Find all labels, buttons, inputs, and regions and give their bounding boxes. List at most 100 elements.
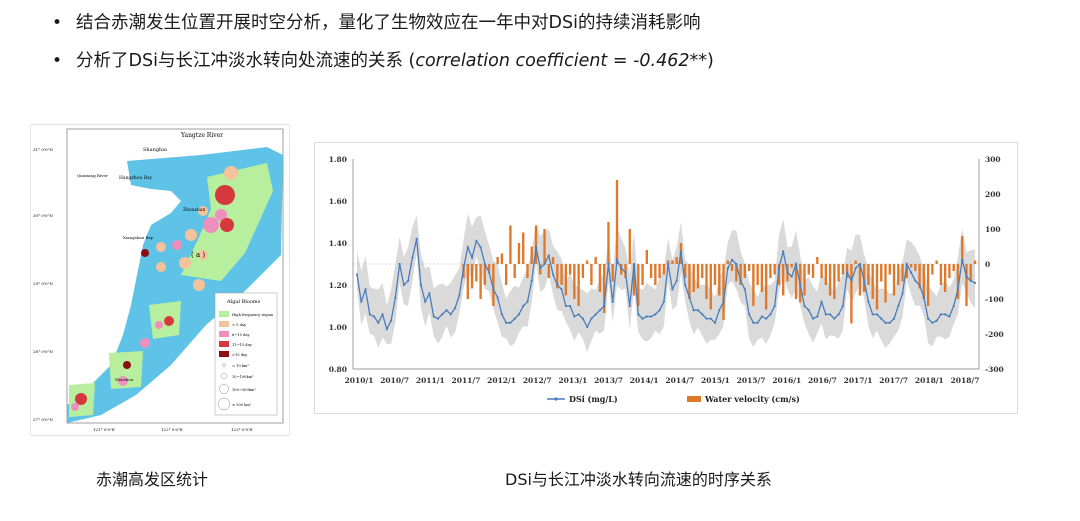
dsi-point xyxy=(824,313,827,316)
velocity-bar xyxy=(632,264,636,296)
svg-text:>15 day: >15 day xyxy=(232,353,248,357)
dsi-point xyxy=(684,283,687,287)
y-right-tick-label: 0 xyxy=(985,260,990,269)
velocity-bar xyxy=(577,264,580,306)
dsi-point xyxy=(969,279,972,282)
dsi-point xyxy=(641,317,644,320)
dsi-point xyxy=(948,315,951,318)
velocity-bar xyxy=(747,264,751,271)
velocity-bar xyxy=(863,264,866,292)
dsi-point xyxy=(803,304,806,308)
dsi-point xyxy=(603,304,606,308)
velocity-bar xyxy=(743,264,747,278)
velocity-bar xyxy=(718,264,721,296)
dsi-point xyxy=(441,313,444,316)
dsi-point xyxy=(888,321,891,324)
dsi-point xyxy=(449,313,452,316)
y-right-tick-label: 300 xyxy=(985,155,1001,164)
dsi-point xyxy=(394,296,397,299)
dsi-point xyxy=(658,309,661,312)
dsi-point xyxy=(811,317,815,320)
map-caption: 赤潮高发区统计 xyxy=(96,470,209,489)
velocity-bar xyxy=(517,243,521,264)
dsi-point xyxy=(560,288,563,291)
velocity-bar xyxy=(965,264,968,306)
velocity-bar xyxy=(722,264,725,320)
x-tick-label: 2016/1 xyxy=(772,376,801,385)
legend-velocity-swatch xyxy=(687,396,701,402)
velocity-bar xyxy=(513,264,516,278)
velocity-bar xyxy=(888,264,891,275)
dsi-point xyxy=(534,246,538,249)
dsi-point xyxy=(607,262,610,266)
dsi-point xyxy=(782,250,785,253)
velocity-bar xyxy=(666,260,670,264)
velocity-bar xyxy=(858,264,862,296)
bullet-list: • 结合赤潮发生位置开展时空分析，量化了生物效应在一年中对DSi的持续消耗影响 … xyxy=(52,10,1062,86)
dsi-point xyxy=(790,275,793,278)
dsi-point xyxy=(569,304,572,308)
dsi-point xyxy=(662,300,665,303)
velocity-bar xyxy=(556,264,559,289)
dsi-point xyxy=(841,304,844,308)
velocity-bar xyxy=(688,264,691,299)
chart-caption: DSi与长江冲淡水转向流速的时序关系 xyxy=(505,470,772,489)
velocity-bar xyxy=(466,264,469,299)
velocity-bar xyxy=(794,264,798,299)
velocity-bar xyxy=(696,264,700,289)
dsi-point xyxy=(794,262,798,266)
dsi-point xyxy=(381,313,384,316)
velocity-bar xyxy=(760,264,764,292)
velocity-bar xyxy=(952,264,955,271)
velocity-bar xyxy=(726,260,729,264)
dsi-point xyxy=(649,315,653,318)
dsi-point xyxy=(389,319,393,322)
velocity-bar xyxy=(935,260,938,264)
lat-tick: 30° 0'0"N xyxy=(33,213,53,218)
dsi-point xyxy=(530,279,533,282)
dsi-point xyxy=(875,313,879,316)
dsi-point xyxy=(820,300,823,303)
velocity-bar xyxy=(833,264,836,299)
velocity-bar xyxy=(492,264,495,306)
y-left-tick-label: 1.20 xyxy=(329,281,347,290)
velocity-bar xyxy=(551,257,555,264)
dsi-point xyxy=(615,258,619,261)
dsi-point xyxy=(846,271,849,274)
dsi-point xyxy=(675,279,678,282)
dsi-point xyxy=(581,317,584,320)
svg-text:6~10 day: 6~10 day xyxy=(232,333,250,337)
velocity-bar xyxy=(739,264,742,285)
dsi-point xyxy=(884,321,887,324)
dsi-point xyxy=(709,317,712,320)
velocity-bar xyxy=(931,264,934,275)
bullet-text-1: 结合赤潮发生位置开展时空分析，量化了生物效应在一年中对DSi的持续消耗影响 xyxy=(76,13,701,33)
dsi-point xyxy=(364,288,367,291)
x-tick-label: 2015/1 xyxy=(701,376,730,385)
dsi-point xyxy=(377,321,380,324)
dsi-point xyxy=(466,246,469,249)
dsi-point xyxy=(488,271,491,274)
dsi-point xyxy=(922,296,925,299)
velocity-bar xyxy=(909,264,913,268)
dsi-point xyxy=(863,279,866,282)
velocity-bar xyxy=(479,264,482,299)
dsi-point xyxy=(577,313,580,316)
chart-svg: 0.80 1.00 1.20 1.40 1.60 1.80 -300 -200 -100 0 100… xyxy=(329,155,1004,404)
dsi-point xyxy=(432,315,435,318)
dsi-point xyxy=(773,304,776,308)
bullet-item-2: • 分析了DSi与长江冲淡水转向处流速的关系 (correlation coef… xyxy=(52,48,1062,74)
velocity-bar xyxy=(483,264,487,285)
dsi-point xyxy=(701,313,704,316)
lat-tick: 28° 0'0"N xyxy=(33,349,53,354)
dsi-point xyxy=(428,292,431,295)
velocity-bar xyxy=(867,264,870,285)
dsi-point xyxy=(492,288,495,291)
dsi-point xyxy=(509,321,512,324)
bullet-text-2: 分析了DSi与长江冲淡水转向处流速的关系 (correlation coeffi… xyxy=(76,51,714,71)
x-tick-label: 2014/7 xyxy=(665,376,694,385)
dsi-point xyxy=(500,313,504,316)
dsi-point xyxy=(726,267,729,270)
dsi-point xyxy=(927,317,930,320)
velocity-bar xyxy=(777,264,781,285)
